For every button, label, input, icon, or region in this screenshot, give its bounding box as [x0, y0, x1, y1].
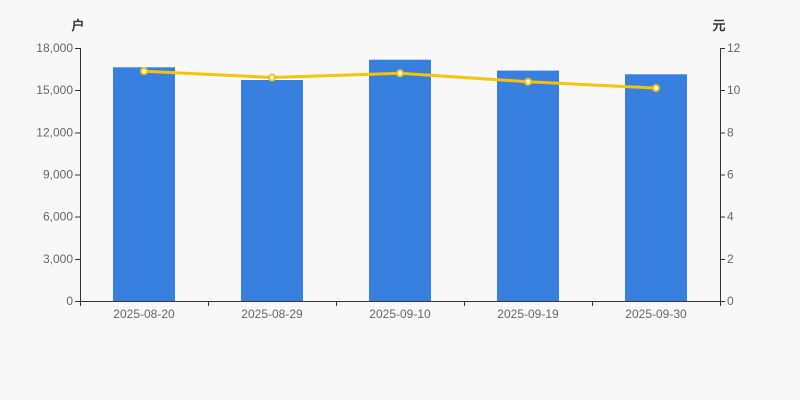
right-axis-tick-label: 0 [727, 294, 734, 308]
x-axis-label-2025-09-19: 2025-09-19 [497, 307, 559, 321]
left-axis-tick-label: 15,000 [36, 83, 73, 97]
right-axis-tick-label: 6 [727, 168, 734, 182]
right-axis-tick-label: 2 [727, 252, 734, 266]
line-marker-2025-09-10[interactable] [396, 69, 404, 78]
line-marker-2025-08-29[interactable] [268, 73, 276, 82]
bar-2025-09-10[interactable] [369, 59, 431, 302]
left-axis-tick-label: 6,000 [43, 210, 73, 224]
left-axis-tick-label: 12,000 [36, 125, 73, 139]
x-axis-label-2025-09-10: 2025-09-10 [369, 307, 431, 321]
line-marker-2025-08-20[interactable] [140, 67, 148, 76]
line-marker-2025-09-30[interactable] [652, 84, 660, 93]
bar-2025-09-30[interactable] [625, 74, 687, 301]
right-axis-tick-label: 4 [727, 210, 734, 224]
left-axis-tick-label: 9,000 [43, 168, 73, 182]
right-axis-tick-label: 12 [727, 41, 741, 55]
x-axis-label-2025-08-20: 2025-08-20 [113, 307, 175, 321]
left-axis-tick-label: 0 [66, 294, 73, 308]
bar-2025-08-20[interactable] [113, 67, 175, 301]
x-axis-label-2025-09-30: 2025-09-30 [625, 307, 687, 321]
left-axis-tick-label: 3,000 [43, 252, 73, 266]
left-axis-unit-label: 户 [71, 18, 84, 33]
line-marker-2025-09-19[interactable] [524, 77, 532, 86]
right-axis-tick-label: 8 [727, 125, 734, 139]
x-axis-label-2025-08-29: 2025-08-29 [241, 307, 303, 321]
bar-2025-09-19[interactable] [497, 70, 559, 301]
bar-2025-08-29[interactable] [241, 80, 303, 301]
right-axis-unit-label: 元 [712, 18, 725, 33]
left-axis-tick-label: 18,000 [36, 41, 73, 55]
right-axis-tick-label: 10 [727, 83, 741, 97]
